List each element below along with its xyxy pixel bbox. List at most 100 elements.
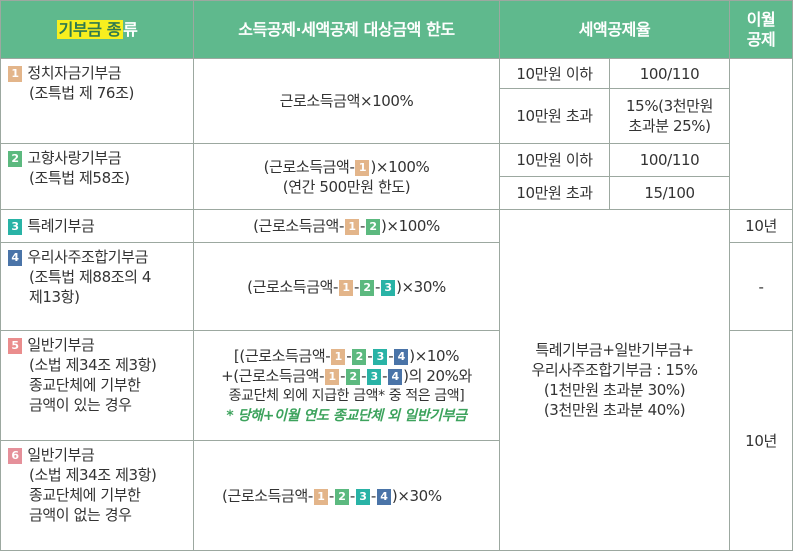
limit-text: (근로소득금액- bbox=[263, 157, 355, 176]
kind-name: 특례기부금 bbox=[27, 217, 95, 235]
badge-2: 2 bbox=[352, 348, 367, 365]
rate-value-line2: 초과분 25%) bbox=[628, 117, 711, 135]
rate-label: 10만원 초과 bbox=[499, 88, 610, 144]
kind-name: 일반기부금 bbox=[27, 446, 95, 464]
rate-label: 10만원 이하 bbox=[499, 58, 610, 89]
table-row: 1 정치자금기부금 (조특법 제 76조) 근로소득금액×100% 10만원 이… bbox=[0, 58, 794, 210]
header-kind-rest: 류 bbox=[123, 19, 138, 39]
kind-law: (소법 제34조 제3항) bbox=[29, 466, 157, 484]
badge-4: 4 bbox=[376, 488, 391, 505]
table-row: 5 일반기부금 (소법 제34조 제3항) 종교단체에 기부한 금액이 있는 경… bbox=[0, 330, 794, 551]
header-carry: 이월 공제 bbox=[729, 0, 794, 59]
limit-text-line2: (연간 500만원 한도) bbox=[282, 177, 411, 196]
kind-cell-3: 3 특례기부금 bbox=[0, 209, 194, 243]
limit-text: +(근로소득금액- bbox=[221, 366, 325, 385]
badge-4: 4 bbox=[394, 348, 409, 365]
table-row: 10만원 초과 15/100 bbox=[1, 176, 793, 210]
kind-cell-1: 1 정치자금기부금 (조특법 제 76조) bbox=[0, 58, 194, 144]
kind-cell-5: 5 일반기부금 (소법 제34조 제3항) 종교단체에 기부한 금액이 있는 경… bbox=[0, 330, 194, 441]
limit-cell-2: (근로소득금액- 1)×100% (연간 500만원 한도) bbox=[193, 143, 500, 210]
kind-law-line2: 제13항) bbox=[29, 288, 80, 306]
table-row: 3 특례기부금 (근로소득금액- 1-2)×100% 특례기부금+일반기부금+ 우… bbox=[0, 209, 794, 551]
kind-law-line1: (조특법 제88조의 4 bbox=[29, 268, 152, 286]
limit-cell-5: [(근로소득금액- 1-2-3-4)×10% +(근로소득금액- 1-2-3-4)의… bbox=[193, 330, 500, 441]
header-limit: 소득공제·세액공제 대상금액 한도 bbox=[193, 0, 500, 59]
badge-1: 1 bbox=[339, 279, 354, 296]
kind-law: (조특법 제 76조) bbox=[29, 84, 134, 102]
badge-1: 1 bbox=[313, 488, 328, 505]
kind-law: (소법 제34조 제3항) bbox=[29, 356, 157, 374]
limit-text: (근로소득금액- bbox=[222, 486, 313, 505]
limit-text: [(근로소득금액- bbox=[233, 346, 331, 365]
carry-cell-3: 10년 bbox=[729, 209, 794, 243]
carry-cell-empty bbox=[729, 58, 794, 210]
merged-rate-line4: (3천만원 초과분 40%) bbox=[543, 401, 686, 419]
rate-value: 100/110 bbox=[608, 143, 731, 177]
badge-3: 3 bbox=[367, 368, 382, 385]
limit-text: )×30% bbox=[391, 486, 442, 505]
limit-cell-6: (근로소득금액- 1-2-3-4)×30% bbox=[192, 440, 731, 551]
footnote: * 당해+이월 연도 종교단체 외 일반기부금 bbox=[226, 407, 467, 424]
kind-name: 정치자금기부금 bbox=[27, 64, 122, 82]
limit-cell-4: (근로소득금액- 1-2-3)×30% bbox=[193, 242, 500, 331]
merged-rate-line3: (1천만원 초과분 30%) bbox=[543, 381, 686, 399]
rate-label: 10만원 이하 bbox=[499, 143, 610, 177]
kind-name: 일반기부금 bbox=[27, 336, 95, 354]
badge-1: 1 bbox=[8, 66, 22, 82]
badge-3: 3 bbox=[8, 219, 22, 235]
limit-cell-1: 근로소득금액×100% bbox=[193, 58, 500, 144]
badge-3: 3 bbox=[381, 279, 396, 296]
kind-cell-6: 6 일반기부금 (소법 제34조 제3항) 종교단체에 기부한 금액이 없는 경… bbox=[0, 440, 194, 551]
limit-text: )×30% bbox=[396, 277, 446, 296]
header-carry-line1: 이월 bbox=[746, 9, 776, 29]
limit-cell-3: (근로소득금액- 1-2)×100% bbox=[193, 209, 500, 243]
badge-2: 2 bbox=[334, 488, 349, 505]
kind-desc-line1: 종교단체에 기부한 bbox=[29, 376, 141, 394]
kind-law: (조특법 제58조) bbox=[29, 169, 130, 187]
badge-1: 1 bbox=[325, 368, 340, 385]
limit-text-line3: 종교단체 외에 지급한 금액* 중 적은 금액] bbox=[228, 387, 465, 404]
badge-5: 5 bbox=[8, 338, 22, 354]
header-kind-highlight: 기부금 종 bbox=[56, 19, 124, 39]
rate-value-line1: 15%(3천만원 bbox=[626, 97, 713, 115]
carry-cell-5-6: 10년 bbox=[729, 330, 794, 551]
limit-text: )×100% bbox=[380, 217, 440, 235]
badge-2: 2 bbox=[346, 368, 361, 385]
badge-2: 2 bbox=[365, 219, 380, 235]
kind-desc-line2: 금액이 있는 경우 bbox=[29, 396, 132, 414]
kind-name: 고향사랑기부금 bbox=[27, 149, 122, 167]
limit-text: (근로소득금액- bbox=[247, 277, 339, 296]
table-row: 6 일반기부금 (소법 제34조 제3항) 종교단체에 기부한 금액이 없는 경… bbox=[0, 440, 793, 551]
merged-rate-line1: 특례기부금+일반기부금+ bbox=[535, 341, 694, 359]
badge-2: 2 bbox=[360, 279, 375, 296]
kind-cell-2: 2 고향사랑기부금 (조특법 제58조) bbox=[0, 143, 194, 210]
header-rate: 세액공제율 bbox=[498, 0, 731, 59]
carry-cell-4: - bbox=[729, 242, 794, 331]
badge-1: 1 bbox=[344, 219, 359, 235]
limit-text: )×100% bbox=[370, 157, 430, 176]
badge-1: 1 bbox=[355, 159, 370, 176]
badge-4: 4 bbox=[388, 368, 403, 385]
badge-2: 2 bbox=[8, 151, 22, 167]
header-carry-line2: 공제 bbox=[746, 29, 776, 49]
merged-rate-line2: 우리사주조합기부금 : 15% bbox=[531, 361, 698, 379]
rate-value: 15/100 bbox=[608, 176, 731, 210]
table-row: 4 우리사주조합기부금 (조특법 제88조의 4 제13항) (근로소득금액- 1… bbox=[0, 242, 794, 331]
badge-1: 1 bbox=[331, 348, 346, 365]
badge-6: 6 bbox=[8, 448, 22, 464]
limit-text: )의 20%와 bbox=[403, 366, 472, 385]
kind-cell-4: 4 우리사주조합기부금 (조특법 제88조의 4 제13항) bbox=[0, 242, 194, 331]
limit-text: )×10% bbox=[409, 346, 460, 365]
rate-label: 10만원 초과 bbox=[499, 176, 610, 210]
table-row: 2 고향사랑기부금 (조특법 제58조) (근로소득금액- 1)×100% (연간… bbox=[0, 143, 793, 210]
badge-3: 3 bbox=[355, 488, 370, 505]
badge-3: 3 bbox=[373, 348, 388, 365]
rate-value: 100/110 bbox=[608, 58, 731, 89]
kind-desc-line1: 종교단체에 기부한 bbox=[29, 486, 141, 504]
kind-name: 우리사주조합기부금 bbox=[27, 248, 148, 266]
